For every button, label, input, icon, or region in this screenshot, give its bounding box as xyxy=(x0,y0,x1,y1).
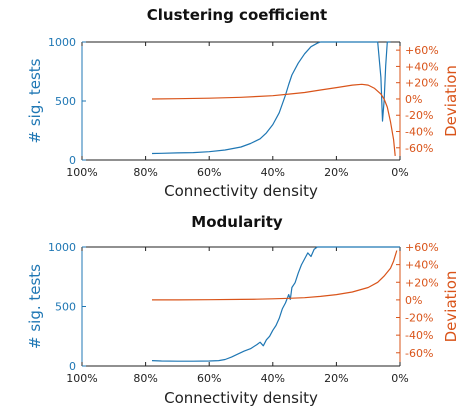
x-axis-label: Connectivity density xyxy=(164,182,318,200)
x-tick-label: 60% xyxy=(197,166,221,179)
left-y-tick-label: 1000 xyxy=(48,241,76,254)
left-y-axis-label: # sig. tests xyxy=(26,58,44,143)
right-y-axis-label: Deviation xyxy=(442,65,460,137)
right-y-tick-label: +20% xyxy=(405,276,439,289)
x-tick-label: 40% xyxy=(261,166,285,179)
x-tick-label: 100% xyxy=(66,166,97,179)
x-tick-label: 20% xyxy=(324,372,348,385)
right-y-tick-label: -20% xyxy=(405,109,433,122)
right-y-tick-label: 0% xyxy=(405,93,422,106)
x-tick-label: 60% xyxy=(197,372,221,385)
left-y-tick-label: 0 xyxy=(69,360,76,373)
right-y-tick-label: +20% xyxy=(405,77,439,90)
right-y-tick-label: +60% xyxy=(405,44,439,57)
x-tick-label: 0% xyxy=(391,372,408,385)
left-y-tick-label: 0 xyxy=(69,154,76,167)
x-tick-label: 40% xyxy=(261,372,285,385)
right-y-axis-label: Deviation xyxy=(442,271,460,343)
right-y-tick-label: +40% xyxy=(405,60,439,73)
x-tick-label: 20% xyxy=(324,166,348,179)
chart-title: Modularity xyxy=(191,213,283,231)
x-tick-label: 100% xyxy=(66,372,97,385)
right-y-tick-label: -20% xyxy=(405,312,433,325)
right-y-tick-label: -60% xyxy=(405,142,433,155)
left-y-tick-label: 500 xyxy=(55,301,76,314)
x-tick-label: 80% xyxy=(133,372,157,385)
x-tick-label: 0% xyxy=(391,166,408,179)
right-y-tick-label: +40% xyxy=(405,259,439,272)
x-tick-label: 80% xyxy=(133,166,157,179)
right-y-tick-label: +60% xyxy=(405,241,439,254)
x-axis-label: Connectivity density xyxy=(164,389,318,407)
deviation-series-line xyxy=(151,83,396,156)
right-y-tick-label: -40% xyxy=(405,329,433,342)
left-y-axis-label: # sig. tests xyxy=(26,264,44,349)
left-y-tick-label: 1000 xyxy=(48,36,76,49)
sig-tests-series-line xyxy=(151,246,400,362)
right-y-tick-label: -40% xyxy=(405,126,433,139)
right-y-tick-label: -60% xyxy=(405,347,433,360)
chart-title: Clustering coefficient xyxy=(147,6,327,24)
deviation-series-line xyxy=(152,250,398,301)
left-y-tick-label: 500 xyxy=(55,95,76,108)
right-y-tick-label: 0% xyxy=(405,294,422,307)
sig-tests-series-line xyxy=(151,41,391,155)
